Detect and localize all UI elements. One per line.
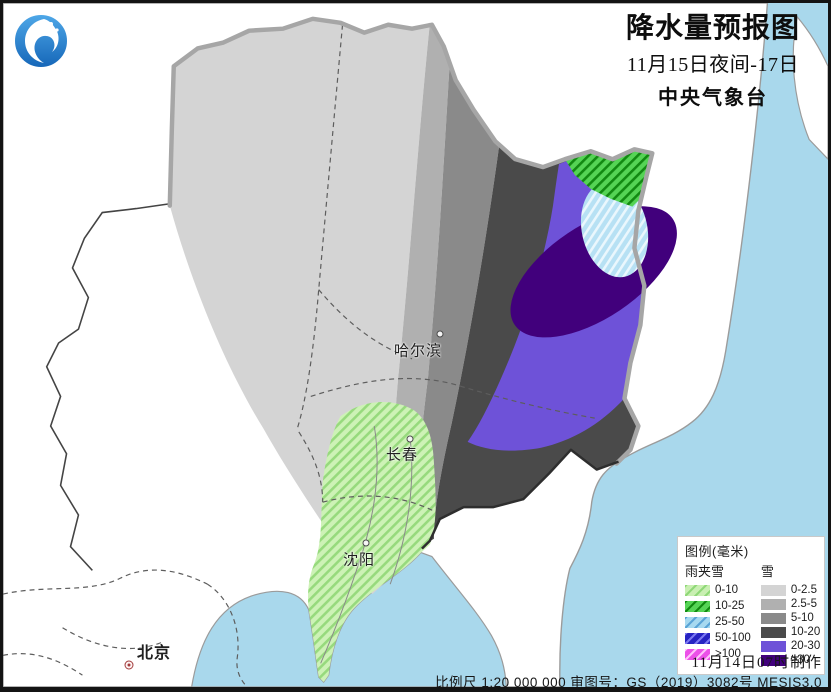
legend-column-header: 雪: [760, 564, 774, 579]
legend-range-label: 0-10: [715, 584, 739, 596]
inner-province-lines: [320, 425, 413, 664]
legend-column-sleet: 雨夹雪 0-10 10-25 25-50 50-100 >100: [685, 561, 751, 668]
legend-row: 25-50: [685, 616, 751, 628]
legend-swatch: [760, 598, 786, 610]
mongolia-border: [45, 202, 171, 571]
legend-range-label: 25-50: [715, 616, 745, 628]
legend-row: 10-25: [685, 600, 751, 612]
legend-range-label: >100: [715, 648, 741, 660]
legend-title: 图例(毫米): [685, 544, 749, 559]
legend: 图例(毫米) 雨夹雪 0-10 10-25 25-50 50-100 >100 雪 0-2.5…: [677, 536, 825, 675]
city-label: 北京: [136, 645, 172, 662]
legend-swatch: [760, 584, 786, 596]
legend-swatch: [760, 640, 786, 652]
city-label: 长春: [385, 446, 419, 464]
city-marker: [362, 539, 370, 547]
legend-row: 50-100: [685, 632, 751, 644]
nk-border: [421, 448, 619, 550]
legend-column-header: 雨夹雪: [685, 564, 725, 579]
province-borders: [3, 24, 595, 687]
legend-row: 2.5-5: [760, 598, 820, 610]
legend-swatch: [685, 600, 710, 612]
legend-swatch: [760, 654, 786, 666]
city-marker: [436, 330, 444, 338]
forecast-date-range: 11月15日夜间-17日: [627, 54, 799, 77]
capital-marker: [124, 660, 134, 670]
national-border: [167, 16, 655, 466]
region-sleet-0-10: [308, 401, 436, 683]
legend-range-label: 2.5-5: [790, 598, 818, 610]
legend-row: >100: [685, 648, 751, 660]
legend-row: 5-10: [760, 612, 820, 624]
legend-range-label: 0-2.5: [790, 584, 818, 596]
legend-range-label: 20-30: [790, 640, 821, 652]
cma-logo-icon: [13, 13, 69, 69]
title-block: 降水量预报图 11月15日夜间-17日 中央气象台: [595, 13, 828, 110]
legend-range-label: 5-10: [790, 612, 814, 624]
legend-swatch: [685, 616, 710, 628]
city-marker: [406, 435, 414, 443]
legend-swatch: [760, 612, 786, 624]
page-title: 降水量预报图: [625, 13, 800, 44]
city-label: 哈尔滨: [393, 342, 443, 360]
legend-swatch: [685, 632, 710, 644]
issue-time: 11月14日07时制作: [691, 655, 822, 671]
legend-row: ≥30: [760, 654, 820, 666]
region-sleet-10-25: [564, 149, 653, 207]
legend-row: 0-10: [685, 584, 751, 596]
map-canvas: [3, 3, 828, 687]
legend-columns: 雨夹雪 0-10 10-25 25-50 50-100 >100 雪 0-2.5 2.5-5 5-…: [685, 561, 821, 668]
city-label: 沈阳: [342, 551, 376, 569]
legend-range-label: 10-20: [790, 626, 821, 638]
legend-swatch: [760, 626, 786, 638]
scale-and-approval: 比例尺 1:20 000 000 审图号：GS（2019）3082号 MESIS…: [435, 675, 822, 690]
legend-row: 20-30: [760, 640, 821, 652]
legend-row: 10-20: [760, 626, 821, 638]
legend-range-label: 10-25: [715, 600, 745, 612]
agency-name: 中央气象台: [658, 87, 768, 110]
region-snow-5-10: [418, 62, 500, 545]
legend-range-label: 50-100: [715, 632, 751, 644]
legend-swatch: [685, 648, 710, 660]
legend-swatch: [685, 584, 710, 596]
island-sakhalin: [792, 15, 828, 161]
legend-column-snow: 雪 0-2.5 2.5-5 5-10 10-20 20-30 ≥30: [760, 561, 821, 668]
legend-row: 0-2.5: [760, 584, 820, 596]
legend-range-label: ≥30: [790, 654, 810, 666]
